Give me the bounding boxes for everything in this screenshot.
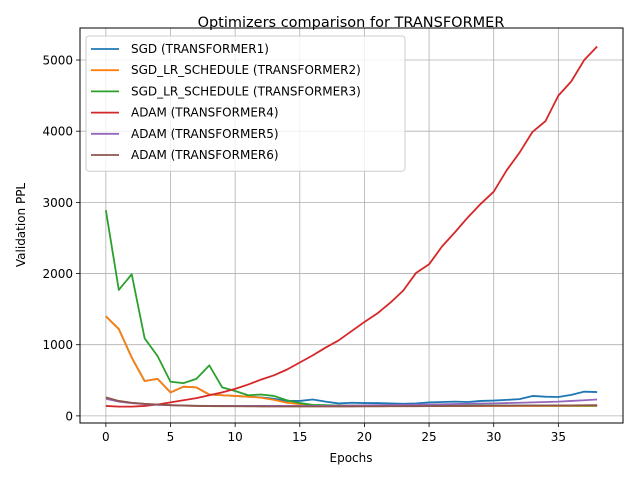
plot-area bbox=[104, 45, 598, 408]
y-tick-label: 0 bbox=[65, 409, 73, 423]
legend-label: SGD_LR_SCHEDULE (TRANSFORMER3) bbox=[131, 84, 361, 98]
legend-box bbox=[85, 35, 406, 172]
y-axis-label: Validation PPL bbox=[14, 183, 28, 268]
y-axis: 0 1000 2000 3000 4000 5000 bbox=[42, 54, 80, 423]
x-axis: 0 5 10 15 20 25 30 35 bbox=[102, 423, 566, 444]
x-tick-label: 20 bbox=[357, 430, 372, 444]
x-tick-label: 10 bbox=[228, 430, 243, 444]
legend-label: ADAM (TRANSFORMER4) bbox=[131, 106, 279, 120]
x-tick-label: 35 bbox=[551, 430, 566, 444]
legend-label: ADAM (TRANSFORMER6) bbox=[131, 148, 279, 162]
x-tick-label: 0 bbox=[102, 430, 110, 444]
legend-label: SGD (TRANSFORMER1) bbox=[131, 42, 269, 56]
y-tick-label: 4000 bbox=[42, 125, 73, 139]
y-tick-label: 2000 bbox=[42, 267, 73, 281]
x-axis-label: Epochs bbox=[330, 451, 373, 465]
legend-label: SGD_LR_SCHEDULE (TRANSFORMER2) bbox=[131, 63, 361, 77]
chart-title: Optimizers comparison for TRANSFORMER bbox=[198, 15, 505, 31]
series-line-4 bbox=[105, 45, 598, 408]
legend-label: ADAM (TRANSFORMER5) bbox=[131, 127, 279, 141]
x-tick-label: 30 bbox=[486, 430, 501, 444]
x-tick-label: 15 bbox=[292, 430, 307, 444]
y-tick-label: 3000 bbox=[42, 196, 73, 210]
legend: SGD (TRANSFORMER1) SGD_LR_SCHEDULE (TRANS… bbox=[85, 35, 406, 172]
y-tick-label: 5000 bbox=[42, 54, 73, 68]
x-tick-label: 25 bbox=[421, 430, 436, 444]
x-tick-label: 5 bbox=[167, 430, 175, 444]
axes-frame bbox=[79, 27, 624, 424]
series-line-6 bbox=[105, 396, 598, 408]
y-tick-label: 1000 bbox=[42, 338, 73, 352]
